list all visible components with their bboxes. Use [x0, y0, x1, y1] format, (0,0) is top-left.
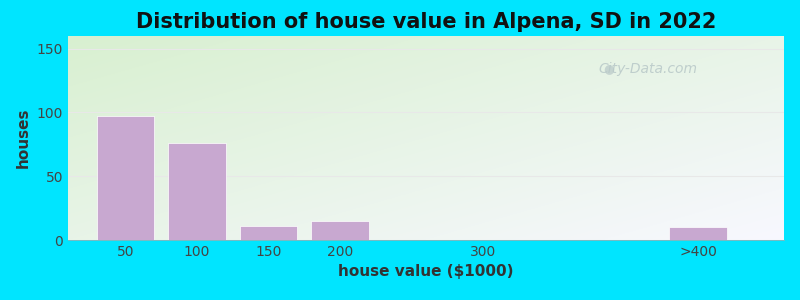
Text: City-Data.com: City-Data.com [598, 61, 698, 76]
Bar [240, 226, 297, 240]
Bar [311, 221, 369, 240]
Text: ●: ● [603, 62, 614, 75]
Y-axis label: houses: houses [16, 108, 31, 168]
Title: Distribution of house value in Alpena, SD in 2022: Distribution of house value in Alpena, S… [136, 12, 716, 32]
Bar [168, 143, 226, 240]
X-axis label: house value ($1000): house value ($1000) [338, 264, 514, 279]
Bar [670, 227, 726, 240]
Bar [97, 116, 154, 240]
